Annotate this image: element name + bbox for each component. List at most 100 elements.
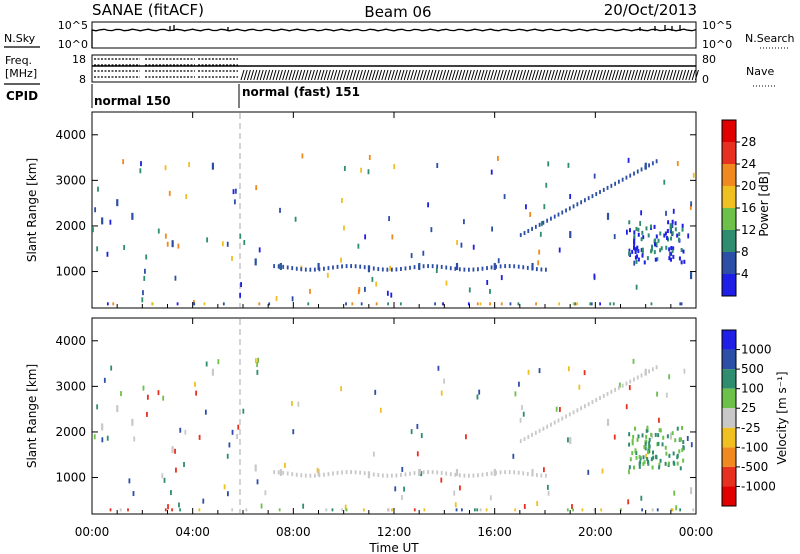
echo-band-point (350, 470, 353, 475)
scatter-point (500, 275, 503, 281)
scatter-point (676, 161, 679, 167)
nave-hatch-line (307, 69, 312, 81)
dense-patch-point (671, 431, 674, 436)
scatter-point (628, 385, 631, 391)
scatter-point (683, 368, 686, 374)
echo-band-point (313, 267, 316, 272)
colorbar-swatch (722, 388, 736, 409)
dense-patch-point (671, 231, 674, 236)
colorbar-swatch (722, 164, 736, 186)
scatter-point (174, 448, 176, 454)
rising-band-point (644, 165, 647, 170)
rising-band-point (584, 198, 586, 203)
nave-hatch-line (282, 69, 287, 81)
scatter-point (194, 381, 196, 387)
nave-hatch-line (432, 69, 437, 81)
dense-patch-point (676, 461, 679, 466)
nave-hatch-line (547, 69, 552, 81)
echo-band-point (313, 473, 316, 478)
echo-band-point (359, 470, 362, 475)
scatter-point (519, 417, 522, 423)
scatter-point (490, 169, 493, 175)
scatter-point (302, 503, 305, 509)
echo-band-point (404, 266, 407, 271)
scatter-point (257, 357, 260, 363)
dense-patch-point (681, 223, 684, 228)
echo-band-point (295, 472, 298, 477)
scatter-point (690, 201, 693, 207)
near-range-point (535, 302, 537, 306)
near-range-point (362, 508, 365, 512)
dense-patch-point (654, 238, 657, 243)
scatter-point (174, 275, 177, 281)
rising-band-point (561, 416, 564, 421)
data-point (131, 418, 134, 426)
nave-hatch-line (506, 69, 511, 81)
scatter-point (393, 164, 396, 170)
echo-band-point (390, 267, 393, 272)
rising-band-point (550, 422, 552, 427)
colorbar-swatch (722, 120, 736, 142)
echo-band-point (350, 264, 353, 269)
scatter-point (375, 281, 378, 287)
near-range-point (434, 302, 436, 306)
echo-band-point (354, 470, 357, 475)
scatter-point (587, 469, 590, 475)
dense-patch-point (637, 227, 640, 232)
near-range-point (612, 302, 615, 306)
scatter-point (146, 411, 148, 417)
nave-hatch-line (253, 69, 258, 81)
near-range-point (679, 508, 682, 512)
rising-band-point (550, 216, 552, 221)
nave-hatch (240, 69, 699, 81)
dense-patch-point (641, 253, 644, 258)
dense-patch-point (648, 441, 651, 446)
scatter-point (204, 409, 207, 415)
scatter-point (237, 424, 240, 430)
echo-band-point (499, 470, 502, 475)
rising-band-point (640, 167, 643, 172)
rising-band-point (580, 200, 583, 205)
nave-hatch-line (538, 69, 543, 81)
nave-hatch-line (480, 69, 485, 81)
dense-patch-point (642, 455, 645, 460)
nave-hatch-line (349, 69, 354, 81)
echo-band-point (409, 471, 411, 476)
nave-hatch-line (435, 69, 440, 81)
rising-band-point (655, 159, 658, 164)
scatter-point (388, 216, 391, 222)
nave-hatch-line (320, 69, 325, 81)
scatter-point (514, 391, 517, 397)
colorbar-tick-label: -500 (741, 460, 768, 474)
scatter-point (625, 404, 628, 410)
near-range-point (278, 508, 281, 512)
scatter-point (394, 486, 397, 492)
dense-patch-point (647, 450, 650, 455)
nave-hatch-line (442, 69, 447, 81)
colorbar-swatch (722, 330, 736, 350)
nave-hatch-line (419, 69, 424, 81)
colorbar-tick-label: 16 (741, 201, 756, 215)
scatter-point (692, 172, 695, 178)
nave-hatch-line (246, 69, 251, 81)
dense-patch-point (634, 448, 637, 453)
echo-band-point (481, 472, 484, 477)
scatter-point (639, 221, 642, 227)
dense-patch-point (664, 461, 667, 466)
dense-patch-point (638, 455, 641, 460)
rising-band-point (614, 387, 617, 392)
colorbar-swatch (722, 369, 736, 389)
scatter-point (539, 231, 542, 237)
nave-hatch-line (672, 69, 677, 81)
echo-band-point (400, 266, 402, 271)
dense-patch-point (650, 457, 653, 462)
scatter-point (96, 246, 99, 252)
colorbar-tick-label: 1000 (741, 343, 772, 357)
scatter-point (632, 358, 635, 364)
dense-patch-point (657, 238, 660, 243)
dense-patch-point (641, 247, 644, 252)
dense-patch-point (681, 447, 684, 452)
scatter-point (668, 374, 671, 380)
colorbar-tick-label: 8 (741, 245, 749, 259)
dense-patch-point (663, 233, 666, 238)
